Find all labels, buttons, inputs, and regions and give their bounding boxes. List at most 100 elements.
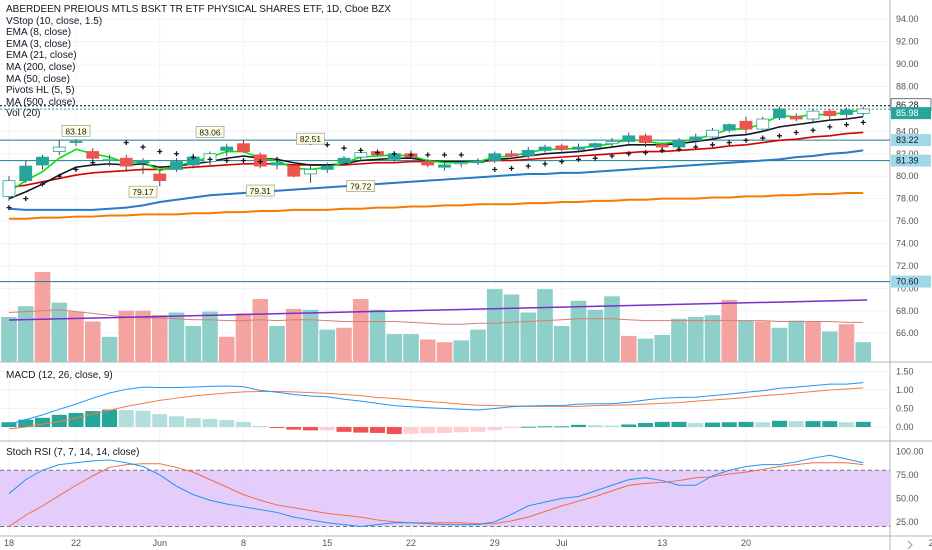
indicator-ema-21[interactable]: EMA (21, close)	[6, 50, 77, 62]
volume-bar	[570, 300, 587, 362]
volume-bar	[855, 342, 872, 362]
candle-body	[655, 144, 669, 148]
price-tick-label: 84.00	[896, 126, 919, 136]
volume-bar	[168, 312, 185, 362]
macd-histogram-bar	[688, 422, 704, 428]
macd-histogram-bar	[855, 421, 871, 428]
candle-body	[706, 129, 719, 138]
indicator-ema-8[interactable]: EMA (8, close)	[6, 27, 72, 39]
vstop-marker	[408, 152, 414, 158]
volume-bar	[553, 326, 570, 362]
vstop-marker	[123, 140, 129, 146]
candle-body	[119, 157, 133, 167]
price-level-tag-text: 85.98	[896, 108, 919, 118]
macd-histogram-bar	[587, 425, 603, 428]
volume-bar	[453, 340, 470, 362]
volume-label[interactable]: Vol (20)	[6, 108, 41, 120]
vstop-marker	[810, 127, 816, 133]
pivot-label: 82.51	[300, 134, 322, 144]
candle-body	[588, 143, 602, 148]
macd-label[interactable]: MACD (12, 26, close, 9)	[6, 370, 113, 381]
volume-bar	[352, 299, 369, 362]
macd-histogram-bar	[152, 414, 168, 428]
price-tick-label: 94.00	[896, 14, 919, 24]
price-level-tag	[891, 107, 931, 120]
stoch-rsi-tick-label: 50.00	[896, 493, 919, 503]
macd-histogram-bar	[118, 410, 134, 428]
macd-histogram-bar	[286, 427, 302, 430]
ma-200-line	[9, 192, 864, 220]
pivot-label: 79.72	[350, 182, 372, 192]
time-tick-label: 8	[241, 538, 246, 548]
macd-histogram-bar	[638, 422, 653, 428]
candle-body	[220, 146, 234, 151]
price-tick-label: 74.00	[896, 238, 919, 248]
volume-bar	[419, 339, 436, 362]
candle-body	[555, 145, 569, 150]
vstop-marker	[341, 145, 347, 151]
macd-histogram-bar	[554, 426, 570, 428]
candle-body	[840, 109, 853, 115]
price-level-tag-text: 83.22	[896, 135, 919, 145]
vstop-marker	[207, 156, 213, 162]
price-tick-label: 78.00	[896, 194, 919, 204]
indicator-ma-50[interactable]: MA (50, close)	[6, 73, 70, 85]
price-tick-label: 90.00	[896, 59, 919, 69]
candle-body	[806, 110, 820, 120]
candle-body	[237, 143, 250, 152]
macd-tick-label: 0.50	[896, 404, 914, 414]
stoch-rsi-band	[0, 470, 890, 527]
macd-histogram-bar	[738, 421, 754, 428]
time-tick-label: 27	[929, 538, 932, 548]
volume-bar	[637, 338, 654, 362]
vstop-marker	[241, 157, 246, 163]
vstop-marker	[23, 196, 29, 202]
candle-body	[521, 150, 535, 157]
vstop-marker	[274, 156, 280, 162]
volume-bar	[84, 321, 101, 362]
macd-histogram-bar	[353, 427, 369, 433]
volume-bar	[654, 335, 671, 362]
time-tick-label: 22	[406, 538, 416, 548]
volume-bar	[620, 335, 637, 362]
candle-body	[438, 164, 451, 168]
volume-bar	[771, 327, 788, 362]
vstop-marker	[73, 166, 79, 172]
price-level-tag-text: 70.60	[896, 277, 919, 287]
vstop-marker	[710, 142, 715, 148]
candle-body	[672, 139, 686, 148]
price-level-tag	[891, 275, 931, 288]
candle-body	[856, 108, 870, 114]
price-tick-label: 82.00	[896, 149, 919, 159]
time-tick-label: 20	[741, 538, 751, 548]
macd-histogram-bar	[303, 427, 318, 431]
macd-histogram-bar	[236, 421, 251, 428]
pivot-label: 79.17	[132, 187, 154, 197]
indicator-vstop[interactable]: VStop (10, close, 1.5)	[6, 15, 103, 27]
stoch-rsi-tick-label: 100.00	[896, 447, 924, 457]
vstop-marker	[676, 146, 682, 152]
stoch-rsi-tick-label: 25.00	[896, 517, 919, 527]
vstop-marker	[324, 142, 330, 148]
volume-bar	[68, 311, 84, 362]
macd-histogram-bar	[68, 412, 84, 428]
indicator-ma-200[interactable]: MA (200, close)	[6, 61, 76, 73]
candle-body	[773, 108, 786, 119]
indicator-ma-500[interactable]: MA (500, close)	[6, 96, 76, 108]
indicator-pivots[interactable]: Pivots HL (5, 5)	[6, 85, 75, 97]
volume-bar	[118, 310, 135, 362]
volume-bar	[285, 308, 302, 362]
macd-line	[8, 382, 864, 425]
indicator-ema-3[interactable]: EMA (3, close)	[6, 38, 72, 50]
macd-histogram-bar	[839, 422, 854, 428]
volume-bar	[51, 302, 68, 362]
stoch-rsi-label[interactable]: Stoch RSI (7, 7, 14, 14, close)	[6, 447, 140, 458]
time-tick-label: 15	[322, 538, 332, 548]
vstop-marker	[777, 133, 782, 139]
vstop-marker	[726, 140, 732, 146]
volume-bar	[235, 313, 252, 362]
macd-histogram-bar	[420, 427, 436, 434]
ma-500-line	[8, 299, 868, 321]
